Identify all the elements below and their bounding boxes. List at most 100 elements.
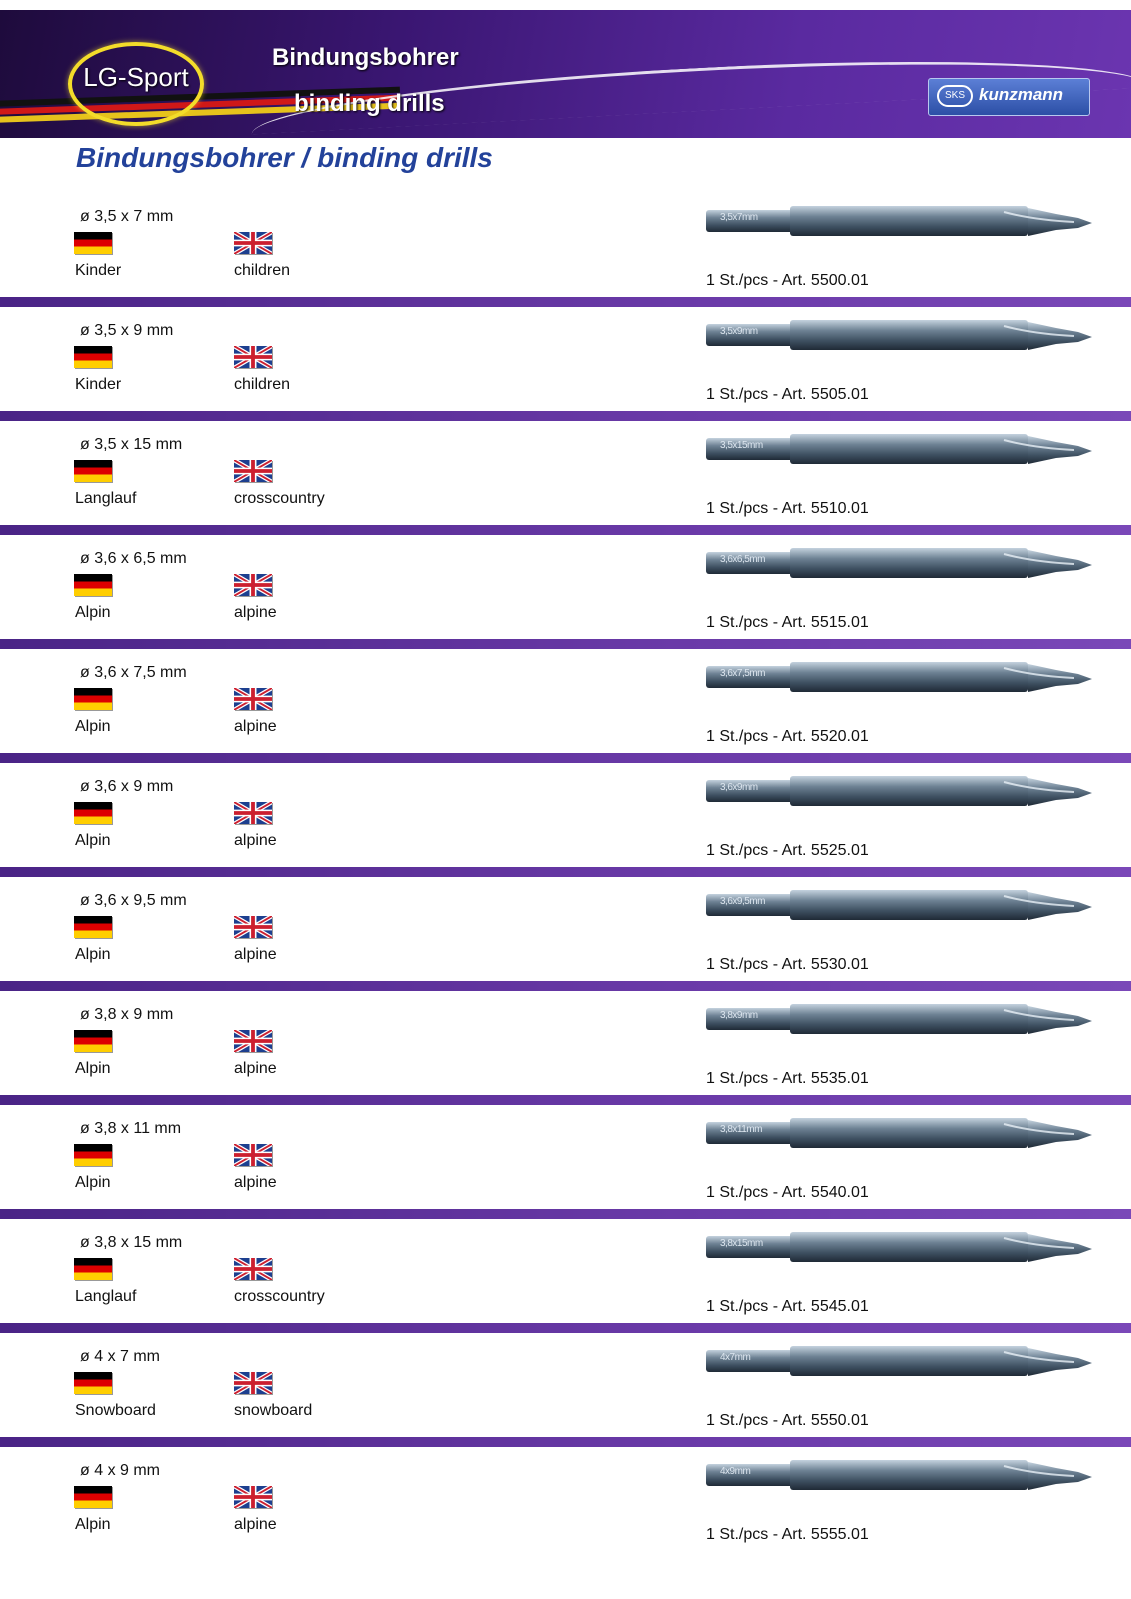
drill-engraving: 3,5x15mm: [720, 440, 763, 451]
german-label: Alpin: [75, 832, 111, 849]
german-flag-icon: [74, 1144, 112, 1166]
german-flag-icon: [74, 1486, 112, 1508]
product-row: ø 3,6 x 9 mm Alpin alpine 3,6x9mm 1 St./pcs …: [0, 776, 1131, 894]
row-separator: [0, 753, 1131, 763]
english-label: children: [234, 262, 291, 279]
uk-flag-icon: [232, 1484, 274, 1510]
german-flag-icon: [74, 460, 112, 482]
drill-dimension: ø 3,6 x 6,5 mm: [80, 550, 187, 567]
german-flag-icon: [74, 574, 112, 596]
german-flag-icon: [74, 688, 112, 710]
uk-flag-icon: [232, 686, 274, 712]
german-label: Alpin: [75, 604, 111, 621]
german-label: Kinder: [75, 376, 122, 393]
drill-image: [704, 200, 1096, 246]
row-separator: [0, 1323, 1131, 1333]
drill-engraving: 3,8x15mm: [720, 1238, 763, 1249]
brand-name: kunzmann: [979, 85, 1064, 104]
article-number: 1 St./pcs - Art. 5545.01: [706, 1298, 869, 1315]
product-row: ø 3,5 x 9 mm Kinder children 3,5x9mm 1 St./p…: [0, 320, 1131, 438]
product-row: ø 4 x 7 mm Snowboard snowboard 4x7mm 1 St./p…: [0, 1346, 1131, 1464]
english-label: crosscountry: [234, 1288, 325, 1305]
product-row: ø 4 x 9 mm Alpin alpine 4x9mm 1 St./pcs - Ar…: [0, 1460, 1131, 1578]
drill-dimension: ø 4 x 9 mm: [80, 1462, 161, 1479]
english-label: alpine: [234, 1174, 277, 1191]
kunzmann-logo: SKS kunzmann: [928, 78, 1090, 116]
row-separator: [0, 525, 1131, 535]
uk-flag-icon: [232, 344, 274, 370]
drill-engraving: 3,6x9mm: [720, 782, 758, 793]
drill-engraving: 3,6x9,5mm: [720, 896, 765, 907]
uk-flag-icon: [232, 1370, 274, 1396]
german-label: Alpin: [75, 1516, 111, 1533]
german-label: Langlauf: [75, 1288, 137, 1305]
drill-engraving: 4x7mm: [720, 1352, 751, 1363]
drill-image: [704, 884, 1096, 930]
header-title: Bindungsbohrer: [272, 44, 459, 71]
german-label: Alpin: [75, 718, 111, 735]
uk-flag-icon: [232, 914, 274, 940]
article-number: 1 St./pcs - Art. 5525.01: [706, 842, 869, 859]
drill-dimension: ø 4 x 7 mm: [80, 1348, 161, 1365]
uk-flag-icon: [232, 1028, 274, 1054]
german-label: Alpin: [75, 1174, 111, 1191]
sks-mark: SKS: [937, 85, 973, 107]
drill-image: [704, 656, 1096, 702]
product-row: ø 3,8 x 9 mm Alpin alpine 3,8x9mm 1 St./pcs …: [0, 1004, 1131, 1122]
drill-dimension: ø 3,6 x 7,5 mm: [80, 664, 187, 681]
english-label: alpine: [234, 1060, 277, 1077]
article-number: 1 St./pcs - Art. 5550.01: [706, 1412, 869, 1429]
german-label: Langlauf: [75, 490, 137, 507]
drill-image: [704, 542, 1096, 588]
uk-flag-icon: [232, 458, 274, 484]
drill-engraving: 3,5x9mm: [720, 326, 758, 337]
drill-dimension: ø 3,8 x 11 mm: [80, 1120, 182, 1137]
product-row: ø 3,5 x 15 mm Langlauf crosscountry 3,5x15m…: [0, 434, 1131, 552]
article-number: 1 St./pcs - Art. 5505.01: [706, 386, 869, 403]
article-number: 1 St./pcs - Art. 5510.01: [706, 500, 869, 517]
drill-image: [704, 1226, 1096, 1272]
drill-image: [704, 314, 1096, 360]
drill-dimension: ø 3,6 x 9,5 mm: [80, 892, 187, 909]
row-separator: [0, 981, 1131, 991]
english-label: alpine: [234, 718, 277, 735]
drill-image: [704, 428, 1096, 474]
drill-image: [704, 1454, 1096, 1500]
uk-flag-icon: [232, 572, 274, 598]
page-title: Bindungsbohrer / binding drills: [76, 142, 493, 173]
row-separator: [0, 1095, 1131, 1105]
page-header: LG-Sport Bindungsbohrer binding drills S…: [0, 10, 1131, 138]
row-separator: [0, 411, 1131, 421]
german-label: Snowboard: [75, 1402, 156, 1419]
german-flag-icon: [74, 1030, 112, 1052]
lg-sport-logo: LG-Sport: [83, 62, 189, 92]
product-row: ø 3,6 x 9,5 mm Alpin alpine 3,6x9,5mm 1 St./…: [0, 890, 1131, 1008]
drill-engraving: 3,5x7mm: [720, 212, 758, 223]
article-number: 1 St./pcs - Art. 5515.01: [706, 614, 869, 631]
german-flag-icon: [74, 1372, 112, 1394]
drill-dimension: ø 3,8 x 15 mm: [80, 1234, 183, 1251]
article-number: 1 St./pcs - Art. 5555.01: [706, 1526, 869, 1543]
drill-engraving: 4x9mm: [720, 1466, 751, 1477]
article-number: 1 St./pcs - Art. 5500.01: [706, 272, 869, 289]
drill-engraving: 3,6x6,5mm: [720, 554, 765, 565]
german-flag-icon: [74, 916, 112, 938]
english-label: alpine: [234, 832, 277, 849]
drill-dimension: ø 3,5 x 9 mm: [80, 322, 174, 339]
article-number: 1 St./pcs - Art. 5520.01: [706, 728, 869, 745]
english-label: alpine: [234, 946, 277, 963]
german-label: Alpin: [75, 1060, 111, 1077]
drill-dimension: ø 3,6 x 9 mm: [80, 778, 174, 795]
header-subtitle: binding drills: [294, 90, 445, 117]
product-row: ø 3,6 x 7,5 mm Alpin alpine 3,6x7,5mm 1 St./…: [0, 662, 1131, 780]
row-separator: [0, 1209, 1131, 1219]
row-separator: [0, 639, 1131, 649]
english-label: alpine: [234, 1516, 277, 1533]
product-row: ø 3,6 x 6,5 mm Alpin alpine 3,6x6,5mm 1 St./…: [0, 548, 1131, 666]
german-flag-icon: [74, 802, 112, 824]
product-row: ø 3,5 x 7 mm Kinder children 3,5x7mm 1 St./p…: [0, 206, 1131, 324]
english-label: alpine: [234, 604, 277, 621]
product-row: ø 3,8 x 15 mm Langlauf crosscountry 3,8x15m…: [0, 1232, 1131, 1350]
german-label: Kinder: [75, 262, 122, 279]
uk-flag-icon: [232, 1142, 274, 1168]
